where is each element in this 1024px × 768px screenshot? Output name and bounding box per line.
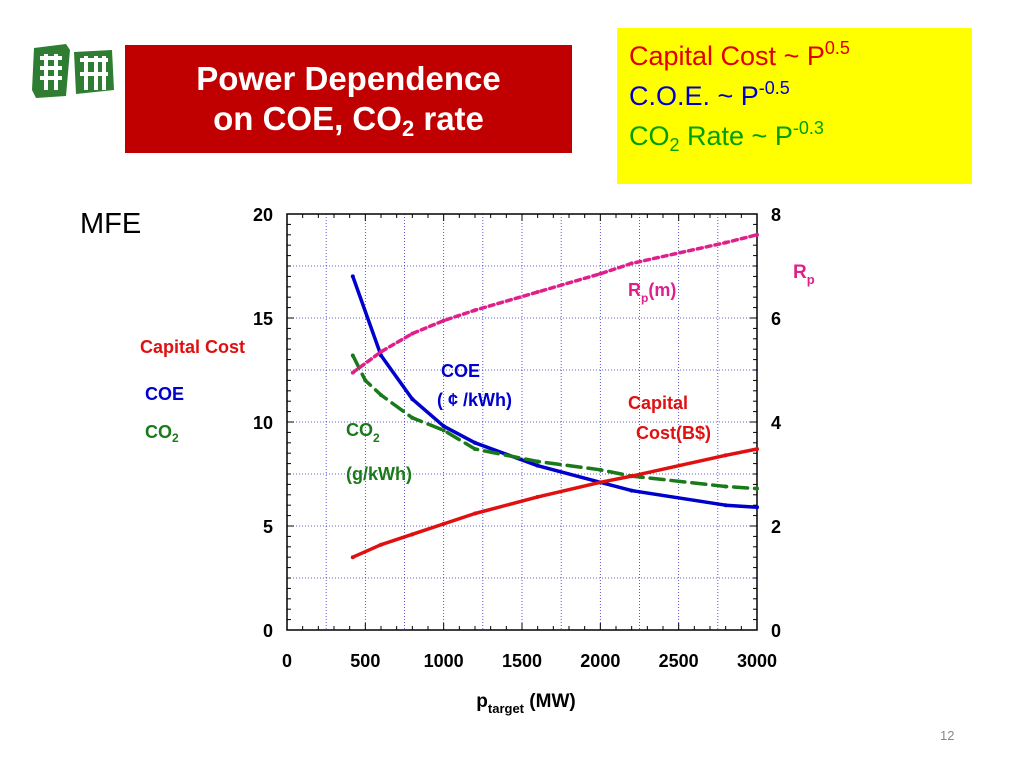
x-tick-label: 2000: [580, 651, 620, 671]
capital-cost-series-unit: Cost(B$): [636, 423, 711, 443]
data-point-capital_cost: [379, 542, 383, 547]
data-point-capital_cost: [473, 511, 477, 516]
title-line-2: on COE, CO2 rate: [213, 100, 484, 141]
left-legend-capital-cost: Capital Cost: [140, 337, 246, 357]
series-labels: COE ( ¢ /kWh) CO2 (g/kWh) Capital Cost(B$) Rp(…: [346, 280, 711, 484]
data-point-coe: [350, 274, 355, 279]
x-tick-label: 0: [282, 651, 292, 671]
co2-series-label: CO2: [346, 420, 380, 445]
y-left-tick-label: 15: [253, 309, 273, 329]
x-tick-label: 1500: [502, 651, 542, 671]
data-point-co2: [350, 353, 355, 358]
axis-ticks: 0 500 1000 1500 2000 2500 3000 0 5 10 15 20 0 2 4 6 8 pta…: [253, 205, 815, 716]
data-point-rp: [350, 370, 355, 375]
series: [350, 232, 759, 560]
grid: [287, 214, 757, 630]
x-axis-label: ptarget (MW): [476, 691, 575, 716]
slide-title: Power Dependence on COE, CO2 rate: [125, 45, 572, 153]
co2-series-unit: (g/kWh): [346, 464, 412, 484]
data-point-rp: [723, 240, 728, 245]
data-point-capital_cost: [441, 521, 446, 526]
data-point-co2: [723, 484, 728, 489]
y-right-axis-label: Rp: [793, 262, 815, 287]
left-legend-coe: COE: [145, 384, 185, 404]
series-line-rp: [351, 233, 759, 375]
data-point-capital_cost: [535, 494, 540, 499]
coe-series-unit: ( ¢ /kWh): [437, 390, 512, 410]
y-right-tick-label: 2: [771, 517, 781, 537]
co2-rate-scaling: CO2 Rate ~ P-0.3: [629, 118, 824, 155]
data-point-co2: [598, 467, 603, 472]
y-right-tick-label: 8: [771, 205, 781, 225]
data-point-coe: [473, 440, 477, 445]
data-point-co2: [410, 415, 415, 420]
y-right-tick-label: 6: [771, 309, 781, 329]
y-left-tick-label: 20: [253, 205, 273, 225]
capital-cost-scaling: Capital Cost ~ P0.5: [629, 38, 850, 71]
mfe-label: MFE: [80, 208, 142, 240]
data-point-rp: [755, 232, 759, 237]
data-point-coe: [629, 488, 634, 493]
page-number: 12: [940, 728, 955, 743]
data-point-rp: [598, 271, 603, 276]
data-point-coe: [755, 505, 759, 510]
data-point-rp: [379, 349, 383, 354]
data-point-co2: [755, 486, 759, 491]
data-point-co2: [473, 447, 477, 452]
data-point-rp: [410, 331, 415, 336]
data-point-capital_cost: [723, 453, 728, 458]
data-point-capital_cost: [629, 474, 634, 479]
data-point-co2: [363, 378, 368, 383]
rp-series-label: Rp(m): [628, 280, 676, 305]
data-point-coe: [535, 463, 540, 468]
data-point-rp: [629, 261, 634, 266]
title-line-1: Power Dependence: [196, 60, 501, 97]
y-left-tick-label: 5: [263, 517, 273, 537]
left-legend-co2: CO2: [145, 422, 179, 445]
capital-cost-series-label: Capital: [628, 393, 688, 413]
scaling-laws-box: Capital Cost ~ P0.5 C.O.E. ~ P-0.5 CO2 R…: [617, 28, 972, 184]
y-right-tick-label: 0: [771, 621, 781, 641]
coe-series-label: COE: [441, 361, 480, 381]
y-left-tick-label: 10: [253, 413, 273, 433]
data-point-rp: [441, 318, 446, 323]
y-right-tick-label: 4: [771, 413, 781, 433]
data-point-capital_cost: [410, 532, 415, 537]
y-left-tick-label: 0: [263, 621, 273, 641]
coe-scaling: C.O.E. ~ P-0.5: [629, 78, 790, 111]
data-point-rp: [473, 308, 477, 313]
x-tick-label: 2500: [659, 651, 699, 671]
x-tick-label: 500: [350, 651, 380, 671]
x-tick-label: 3000: [737, 651, 777, 671]
data-point-co2: [441, 428, 446, 433]
data-point-capital_cost: [598, 480, 603, 485]
data-point-coe: [441, 424, 446, 429]
data-point-coe: [723, 503, 728, 508]
data-point-coe: [410, 397, 415, 402]
x-tick-label: 1000: [424, 651, 464, 671]
data-point-capital_cost: [350, 555, 355, 560]
data-point-co2: [379, 392, 383, 397]
series-line-coe: [351, 274, 759, 510]
data-point-capital_cost: [755, 447, 759, 452]
institution-logo: [28, 44, 116, 98]
series-line-capital_cost: [351, 447, 759, 559]
data-point-rp: [535, 290, 540, 294]
data-point-co2: [535, 459, 540, 464]
